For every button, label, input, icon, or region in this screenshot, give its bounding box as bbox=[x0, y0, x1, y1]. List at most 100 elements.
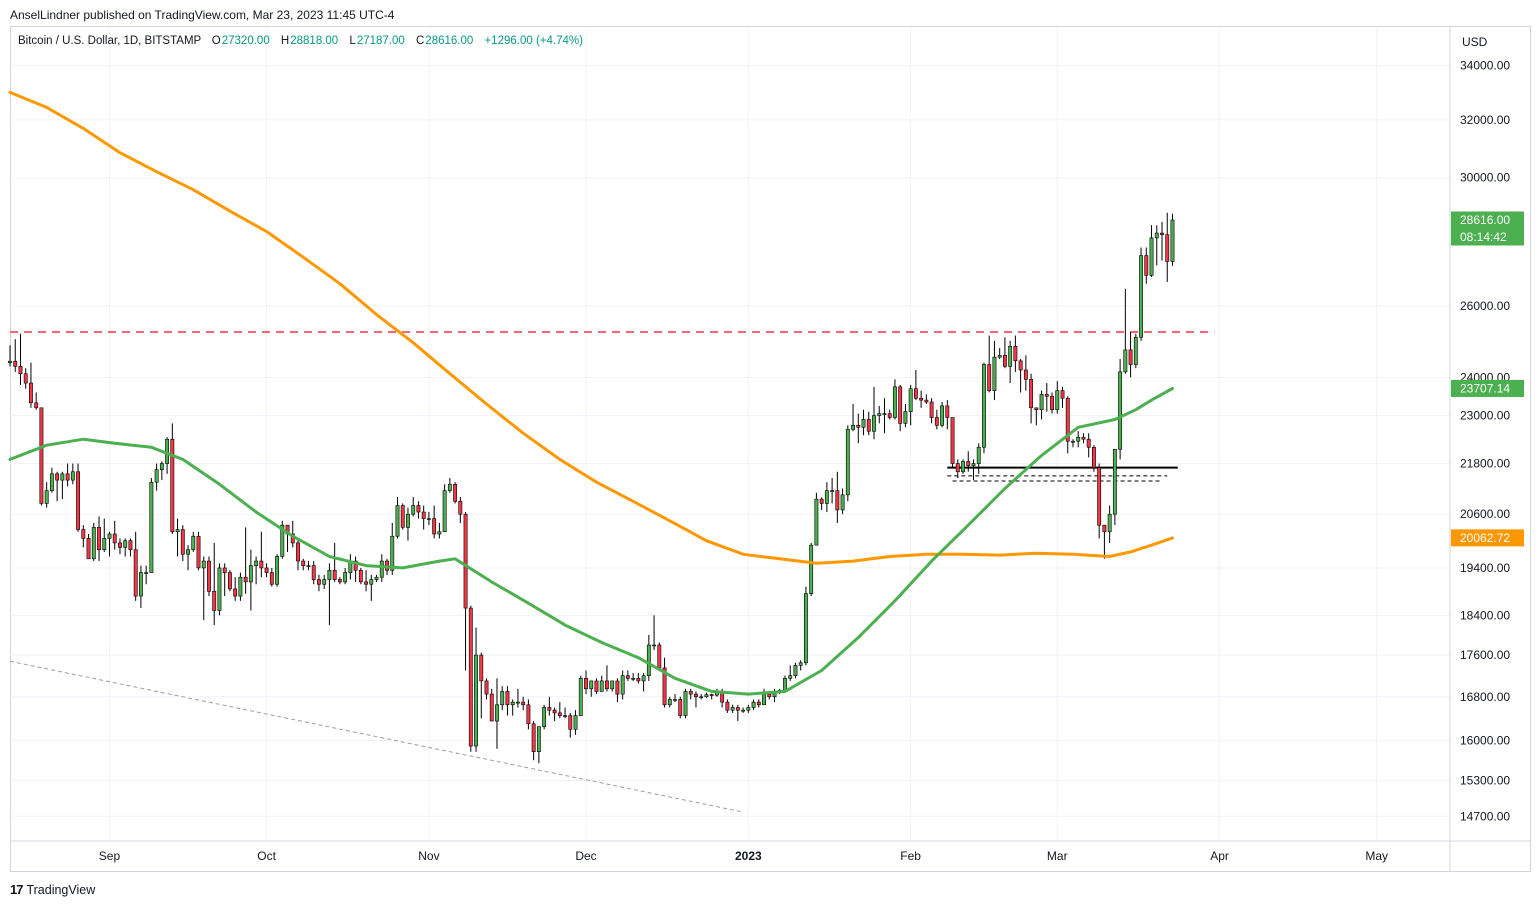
candle-down bbox=[694, 693, 698, 698]
candle-down bbox=[887, 413, 892, 418]
candle-up bbox=[1008, 346, 1013, 367]
candle-up bbox=[1071, 440, 1075, 443]
candle-down bbox=[709, 694, 714, 696]
candle-down bbox=[400, 505, 405, 528]
candle-down bbox=[1081, 436, 1086, 440]
candle-down bbox=[1013, 346, 1018, 362]
candle-up bbox=[641, 675, 646, 682]
candle-down bbox=[866, 419, 871, 432]
candle-down bbox=[615, 680, 620, 695]
descending-trendline bbox=[9, 660, 744, 813]
candle-up bbox=[793, 665, 798, 676]
candle-down bbox=[180, 529, 185, 555]
candle-up bbox=[1154, 232, 1159, 239]
legend-low: 27187.00 bbox=[356, 35, 405, 47]
candle-up bbox=[1107, 513, 1112, 533]
footer-brand: TradingView bbox=[26, 882, 96, 897]
candle-up bbox=[1170, 219, 1175, 262]
x-tick-label: Oct bbox=[257, 849, 276, 863]
candle-up bbox=[154, 469, 159, 483]
candle-up bbox=[573, 715, 578, 730]
y-tick-label: 16000.00 bbox=[1460, 733, 1510, 747]
candle-up bbox=[542, 707, 547, 727]
candle-up bbox=[992, 356, 997, 391]
candle-down bbox=[207, 560, 211, 592]
candle-up bbox=[783, 678, 787, 691]
candle-up bbox=[997, 355, 1002, 358]
candle-up bbox=[275, 556, 279, 585]
last-price-tag-bg bbox=[1451, 211, 1524, 246]
candle-up bbox=[961, 461, 965, 473]
candle-down bbox=[479, 654, 484, 682]
candle-down bbox=[657, 644, 662, 669]
ma-slow-tag-label: 20062.72 bbox=[1460, 531, 1510, 545]
candle-up bbox=[610, 680, 615, 690]
ma-fast-tag-bg bbox=[1451, 379, 1524, 397]
candle-down bbox=[1050, 396, 1054, 411]
candle-up bbox=[138, 572, 143, 597]
y-tick-label: 19400.00 bbox=[1460, 561, 1510, 575]
candle-up bbox=[814, 498, 819, 546]
candle-up bbox=[442, 490, 447, 533]
candle-up bbox=[102, 538, 107, 550]
candle-up bbox=[824, 490, 829, 504]
candle-down bbox=[594, 680, 599, 692]
candle-up bbox=[762, 693, 766, 706]
candle-down bbox=[81, 529, 86, 539]
x-tick-label: May bbox=[1365, 849, 1388, 863]
candle-up bbox=[49, 473, 54, 491]
candle-down bbox=[950, 417, 955, 464]
candle-down bbox=[432, 518, 437, 535]
candle-up bbox=[191, 535, 196, 550]
candle-up bbox=[589, 680, 594, 690]
candle-down bbox=[929, 401, 934, 418]
candle-down bbox=[856, 425, 861, 428]
candle-down bbox=[463, 513, 468, 609]
publisher-line: AnselLindner published on TradingView.co… bbox=[10, 8, 395, 22]
time-axis: Sep Oct Nov Dec 2023 Feb Mar Apr May bbox=[10, 840, 1531, 863]
candle-down bbox=[233, 588, 238, 597]
candle-up bbox=[536, 726, 541, 753]
candle-up bbox=[406, 513, 410, 528]
candle-down bbox=[1160, 232, 1164, 235]
x-tick-label: Mar bbox=[1047, 849, 1068, 863]
candle-down bbox=[955, 463, 960, 473]
candle-up bbox=[217, 567, 222, 611]
candle-down bbox=[13, 360, 18, 367]
y-tick-label: 32000.00 bbox=[1460, 113, 1510, 127]
candle-down bbox=[526, 704, 531, 725]
candle-down bbox=[1060, 390, 1065, 399]
candle-down bbox=[296, 542, 300, 562]
candle-down bbox=[458, 500, 463, 515]
candle-up bbox=[369, 579, 374, 585]
candle-up bbox=[804, 593, 808, 664]
chart-frame[interactable] bbox=[10, 26, 1531, 872]
candle-down bbox=[243, 576, 248, 583]
candle-down bbox=[1029, 379, 1034, 409]
candle-up bbox=[845, 428, 850, 496]
candle-up bbox=[908, 388, 913, 412]
candle-up bbox=[620, 675, 625, 695]
x-tick-label: Dec bbox=[575, 849, 596, 863]
candle-down bbox=[301, 560, 306, 566]
candle-up bbox=[861, 419, 866, 428]
y-tick-label: 16800.00 bbox=[1460, 690, 1510, 704]
candle-up bbox=[426, 518, 431, 520]
candle-down bbox=[1034, 407, 1039, 411]
candle-down bbox=[317, 579, 321, 585]
candle-down bbox=[1044, 394, 1049, 397]
candle-up bbox=[238, 576, 243, 597]
candle-down bbox=[196, 535, 201, 569]
candle-down bbox=[1102, 524, 1107, 533]
candle-up bbox=[1112, 448, 1117, 515]
candle-down bbox=[531, 723, 536, 753]
candle-up bbox=[699, 696, 704, 699]
candle-down bbox=[1002, 355, 1007, 367]
grid-lines bbox=[10, 27, 1450, 841]
candle-down bbox=[468, 607, 473, 747]
candle-up bbox=[788, 675, 793, 679]
candle-down bbox=[756, 701, 761, 706]
candle-up bbox=[44, 490, 49, 504]
candle-down bbox=[489, 693, 494, 722]
